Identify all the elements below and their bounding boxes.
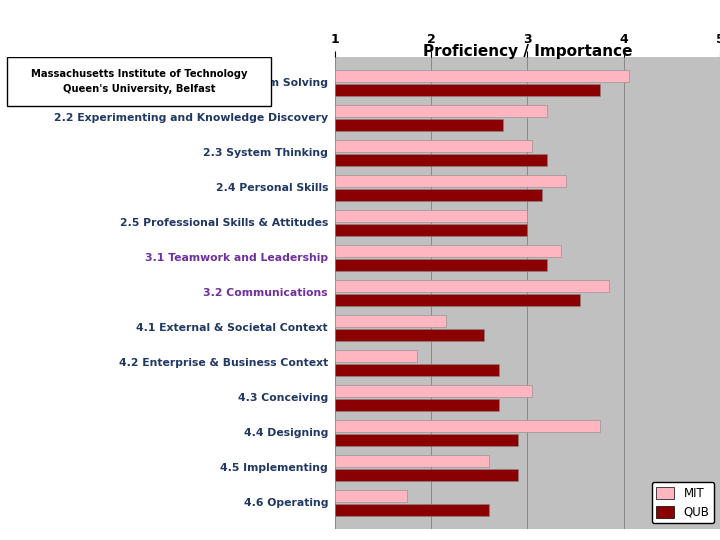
Bar [335,188,542,201]
Bar [335,105,546,117]
Bar [335,294,580,306]
Text: 3.2 Communications: 3.2 Communications [204,288,328,298]
Bar [335,315,446,327]
Bar [335,119,503,131]
Bar [335,350,417,362]
Text: 2.2 Experimenting and Knowledge Discovery: 2.2 Experimenting and Knowledge Discover… [54,113,328,123]
Bar [335,434,518,446]
Bar [335,504,489,516]
Text: Queen's University, Belfast: Queen's University, Belfast [63,84,215,94]
Text: SAMPLE SURVEY RESULTS - ALUMNI: SAMPLE SURVEY RESULTS - ALUMNI [22,19,412,38]
Text: 4.4 Designing: 4.4 Designing [244,428,328,438]
Text: 2.5 Professional Skills & Attitudes: 2.5 Professional Skills & Attitudes [120,218,328,228]
Bar [335,210,527,222]
Bar [335,385,532,397]
Bar [335,329,484,341]
Bar [335,280,609,292]
Text: 4.3 Conceiving: 4.3 Conceiving [238,393,328,403]
Text: Proficiency / Importance: Proficiency / Importance [423,44,632,59]
Bar [335,84,600,96]
Text: 2.3 System Thinking: 2.3 System Thinking [203,148,328,158]
Bar [335,175,566,187]
Bar [335,224,527,236]
Bar [335,490,407,502]
Text: 2.4 Personal Skills: 2.4 Personal Skills [215,183,328,193]
Bar [335,70,629,82]
Bar [335,469,518,481]
Text: 2.1 Eng. Reasoning and Problem Solving: 2.1 Eng. Reasoning and Problem Solving [80,78,328,88]
Legend: MIT, QUB: MIT, QUB [652,482,714,523]
Bar [335,399,498,411]
Text: 4.5 Implementing: 4.5 Implementing [220,463,328,473]
Bar [335,154,546,166]
Bar [335,363,498,376]
Bar [335,245,561,257]
Bar [335,259,546,271]
Text: 4.6 Operating: 4.6 Operating [243,498,328,508]
Bar [335,140,532,152]
Bar [335,420,600,432]
Text: 4.2 Enterprise & Business Context: 4.2 Enterprise & Business Context [119,358,328,368]
Text: 4.1 External & Societal Context: 4.1 External & Societal Context [137,323,328,333]
FancyBboxPatch shape [6,57,271,106]
Text: cdio: cdio [649,19,691,37]
Text: Massachusetts Institute of Technology: Massachusetts Institute of Technology [31,69,247,79]
Text: 3.1 Teamwork and Leadership: 3.1 Teamwork and Leadership [145,253,328,263]
Bar [335,455,489,467]
